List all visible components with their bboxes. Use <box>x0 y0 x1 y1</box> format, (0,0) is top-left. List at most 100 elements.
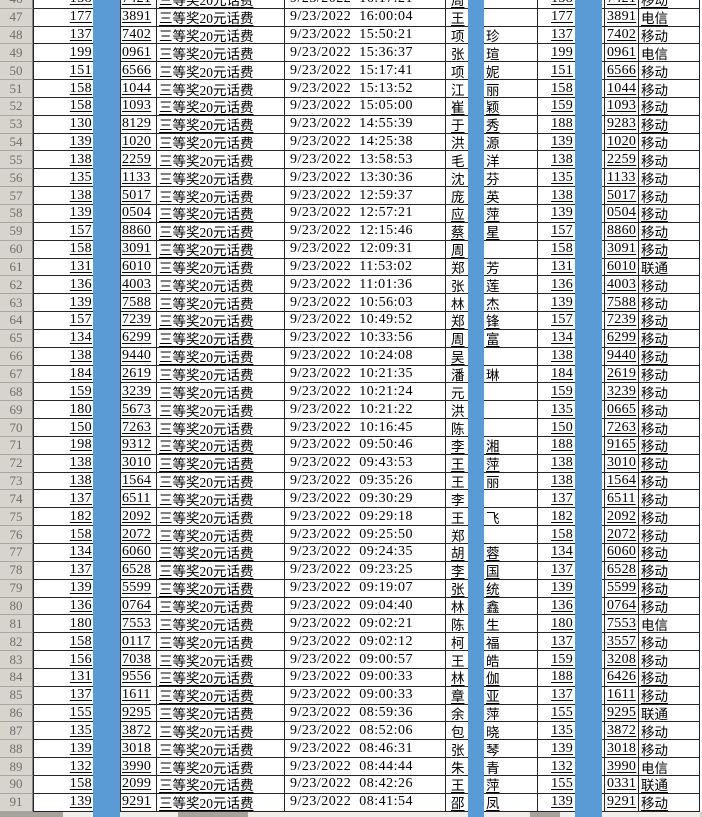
cell-phone-suffix-left[interactable]: 0764 <box>121 597 157 616</box>
cell-phone-prefix-left[interactable]: 158 <box>33 97 97 116</box>
cell-phone-suffix-right[interactable]: 9165 <box>605 436 639 455</box>
cell-carrier[interactable]: 电信 <box>639 758 700 776</box>
cell-phone-suffix-left[interactable]: 1044 <box>121 80 157 98</box>
cell-winner-name[interactable]: 李 <box>446 490 538 509</box>
cell-phone-suffix-left[interactable]: 3010 <box>121 454 157 473</box>
cell-phone-suffix-right[interactable]: 6426 <box>605 668 639 687</box>
cell-prize[interactable]: 三等奖20元话费 <box>157 312 285 330</box>
cell-phone-suffix-left[interactable]: 5599 <box>121 579 157 598</box>
cell-winner-name[interactable]: 张莲 <box>446 276 538 295</box>
cell-datetime[interactable]: 9/23/2022 10:21:24 <box>285 383 446 402</box>
cell-prize[interactable]: 三等奖20元话费 <box>157 472 285 491</box>
cell-winner-name[interactable]: 应萍 <box>446 204 538 223</box>
cell-datetime[interactable]: 9/23/2022 10:33:56 <box>285 329 446 348</box>
row-number[interactable]: 83 <box>0 651 33 669</box>
cell-carrier[interactable]: 移动 <box>639 490 700 509</box>
row-number[interactable]: 67 <box>0 365 33 384</box>
cell-phone-prefix-right[interactable]: 138 <box>538 187 577 205</box>
row-number[interactable]: 82 <box>0 633 33 652</box>
row-number[interactable]: 49 <box>0 44 33 63</box>
row-number[interactable]: 58 <box>0 204 33 223</box>
cell-datetime[interactable]: 9/23/2022 16:00:04 <box>285 8 446 27</box>
row-number[interactable]: 53 <box>0 115 33 134</box>
cell-phone-prefix-right[interactable]: 131 <box>538 258 577 277</box>
cell-phone-suffix-left[interactable]: 1133 <box>121 169 157 188</box>
cell-phone-prefix-left[interactable]: 137 <box>33 26 97 45</box>
cell-phone-prefix-left[interactable]: 155 <box>33 704 97 723</box>
cell-phone-suffix-right[interactable]: 4003 <box>605 276 639 295</box>
cell-prize[interactable]: 三等奖20元话费 <box>157 329 285 348</box>
cell-prize[interactable]: 三等奖20元话费 <box>157 544 285 562</box>
cell-winner-name[interactable]: 周 <box>446 0 538 9</box>
cell-phone-suffix-left[interactable]: 3239 <box>121 383 157 402</box>
cell-phone-suffix-right[interactable]: 7263 <box>605 419 639 437</box>
cell-phone-suffix-right[interactable]: 7402 <box>605 26 639 45</box>
cell-phone-prefix-right[interactable]: 139 <box>538 294 577 313</box>
cell-phone-suffix-left[interactable]: 1611 <box>121 686 157 705</box>
cell-phone-suffix-right[interactable]: 3872 <box>605 722 639 741</box>
cell-phone-suffix-right[interactable]: 0665 <box>605 401 639 420</box>
cell-carrier[interactable]: 移动 <box>639 472 700 491</box>
cell-phone-suffix-left[interactable]: 6528 <box>121 561 157 580</box>
cell-carrier[interactable]: 移动 <box>639 686 700 705</box>
cell-carrier[interactable]: 移动 <box>639 419 700 437</box>
row-number[interactable]: 78 <box>0 561 33 580</box>
cell-datetime[interactable]: 9/23/2022 13:58:53 <box>285 151 446 170</box>
cell-phone-prefix-right[interactable]: 139 <box>538 204 577 223</box>
cell-phone-suffix-right[interactable]: 6528 <box>605 561 639 580</box>
cell-phone-suffix-right[interactable]: 1133 <box>605 169 639 188</box>
cell-winner-name[interactable]: 洪源 <box>446 133 538 152</box>
cell-phone-suffix-right[interactable]: 0331 <box>605 775 639 794</box>
cell-winner-name[interactable]: 王皓 <box>446 651 538 669</box>
cell-phone-prefix-left[interactable]: 180 <box>33 401 97 420</box>
row-number[interactable]: 46 <box>0 0 33 9</box>
cell-phone-suffix-left[interactable]: 5017 <box>121 187 157 205</box>
row-number[interactable]: 52 <box>0 97 33 116</box>
cell-phone-prefix-left[interactable]: 199 <box>33 44 97 63</box>
cell-phone-suffix-left[interactable]: 6010 <box>121 258 157 277</box>
cell-phone-suffix-right[interactable]: 7553 <box>605 615 639 634</box>
cell-carrier[interactable]: 电信 <box>639 615 700 634</box>
row-number[interactable]: 68 <box>0 383 33 402</box>
cell-phone-prefix-left[interactable]: 139 <box>33 294 97 313</box>
cell-carrier[interactable]: 移动 <box>639 722 700 741</box>
row-number[interactable]: 62 <box>0 276 33 295</box>
cell-phone-suffix-left[interactable]: 7588 <box>121 294 157 313</box>
cell-datetime[interactable]: 9/23/2022 09:43:53 <box>285 454 446 473</box>
cell-datetime[interactable]: 9/23/2022 09:25:50 <box>285 526 446 545</box>
cell-phone-prefix-right[interactable]: 180 <box>538 615 577 634</box>
cell-winner-name[interactable]: 于秀 <box>446 115 538 134</box>
cell-phone-suffix-left[interactable]: 1020 <box>121 133 157 152</box>
cell-phone-prefix-right[interactable]: 158 <box>538 80 577 98</box>
row-number[interactable]: 54 <box>0 133 33 152</box>
cell-datetime[interactable]: 9/23/2022 12:59:37 <box>285 187 446 205</box>
row-number[interactable]: 55 <box>0 151 33 170</box>
cell-datetime[interactable]: 9/23/2022 08:46:31 <box>285 740 446 759</box>
cell-phone-prefix-left[interactable]: 132 <box>33 758 97 776</box>
cell-prize[interactable]: 三等奖20元话费 <box>157 508 285 527</box>
cell-winner-name[interactable]: 张瑄 <box>446 44 538 63</box>
row-number[interactable]: 91 <box>0 793 33 812</box>
cell-phone-prefix-right[interactable]: 182 <box>538 508 577 527</box>
cell-winner-name[interactable]: 林鑫 <box>446 597 538 616</box>
cell-prize[interactable]: 三等奖20元话费 <box>157 579 285 598</box>
row-number[interactable]: 81 <box>0 615 33 634</box>
cell-phone-suffix-right[interactable]: 2619 <box>605 365 639 384</box>
cell-phone-suffix-left[interactable]: 8860 <box>121 222 157 241</box>
cell-phone-prefix-right[interactable]: 151 <box>538 62 577 81</box>
cell-phone-suffix-right[interactable]: 7421 <box>605 0 639 9</box>
cell-phone-prefix-right[interactable]: 135 <box>538 401 577 420</box>
cell-carrier[interactable]: 移动 <box>639 740 700 759</box>
cell-winner-name[interactable]: 王丽 <box>446 472 538 491</box>
cell-winner-name[interactable]: 潘琳 <box>446 365 538 384</box>
cell-carrier[interactable]: 移动 <box>639 633 700 652</box>
cell-phone-suffix-right[interactable]: 7239 <box>605 312 639 330</box>
cell-datetime[interactable]: 9/23/2022 09:19:07 <box>285 579 446 598</box>
row-number[interactable]: 57 <box>0 187 33 205</box>
cell-phone-suffix-left[interactable]: 3091 <box>121 240 157 259</box>
cell-phone-prefix-left[interactable]: 136 <box>33 276 97 295</box>
row-number[interactable]: 65 <box>0 329 33 348</box>
cell-phone-prefix-right[interactable]: 188 <box>538 115 577 134</box>
cell-prize[interactable]: 三等奖20元话费 <box>157 276 285 295</box>
cell-datetime[interactable]: 9/23/2022 09:02:21 <box>285 615 446 634</box>
